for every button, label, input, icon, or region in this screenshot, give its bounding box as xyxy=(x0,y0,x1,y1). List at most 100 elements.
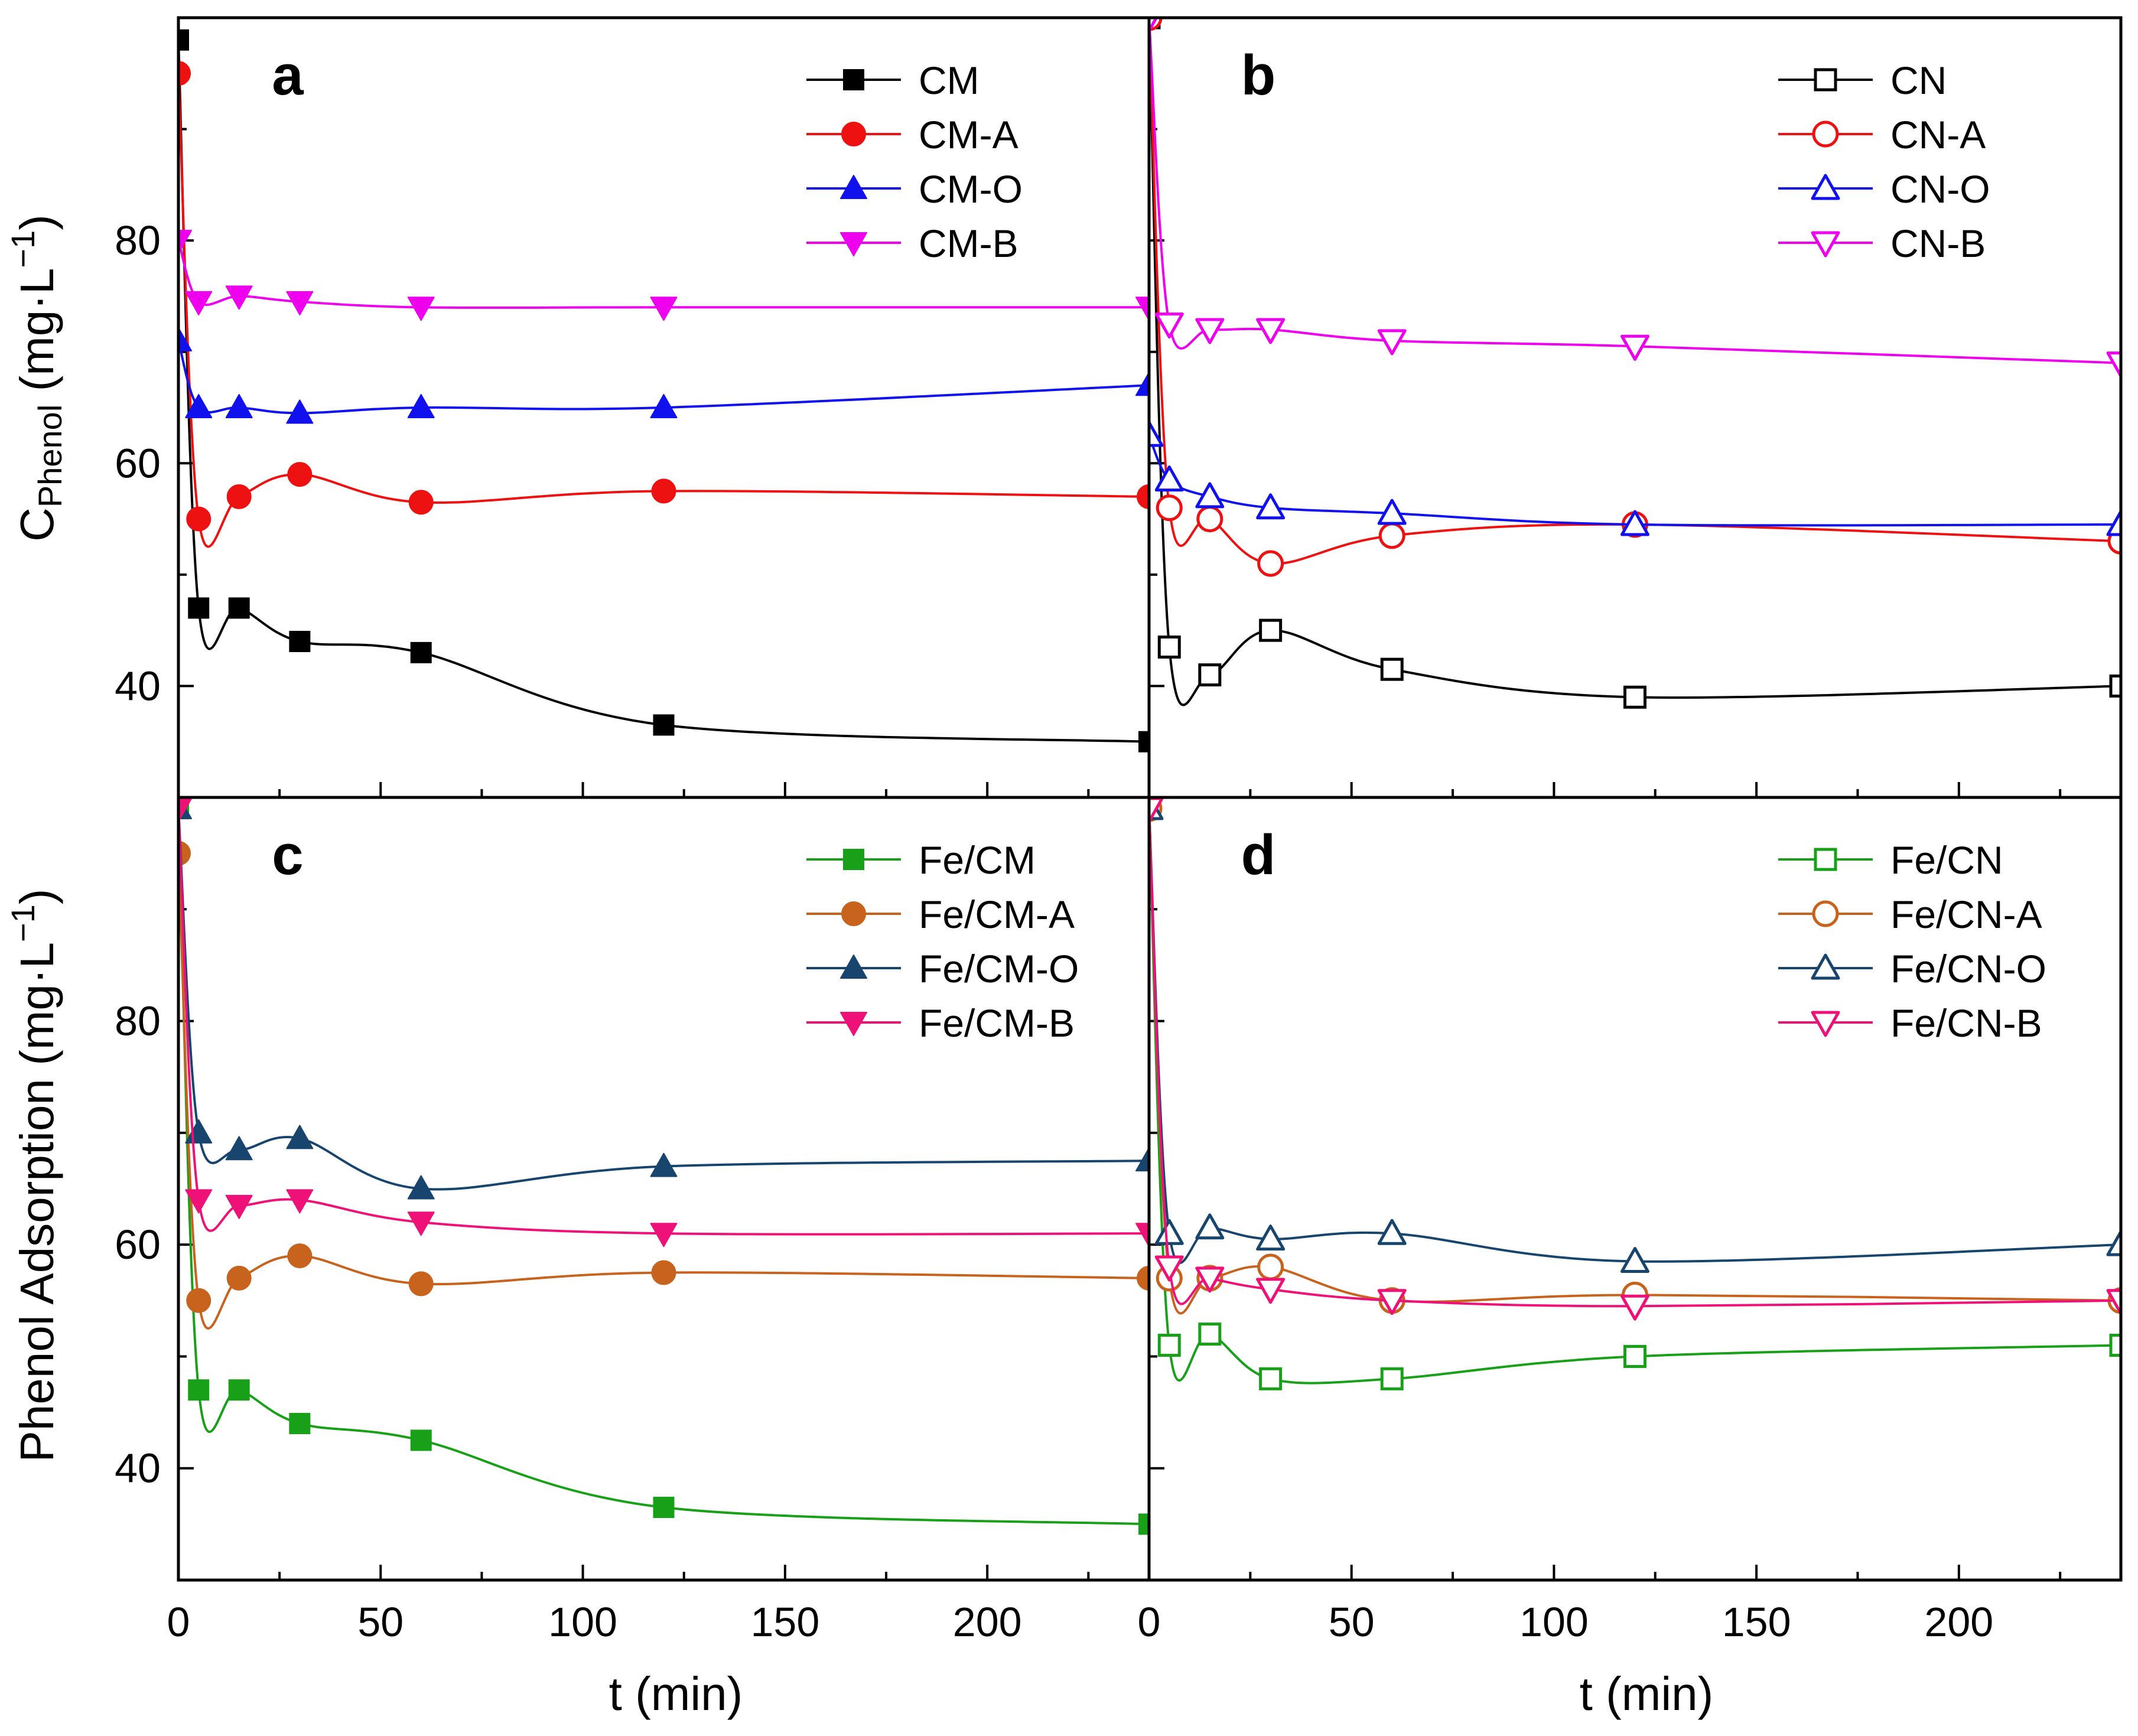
data-point-CM-A xyxy=(226,484,252,509)
legend-marker xyxy=(840,232,867,256)
data-point-CN-A xyxy=(1156,494,1183,522)
data-point-Fe/CN xyxy=(1198,1323,1222,1346)
legend-marker xyxy=(843,69,864,90)
data-point-Fe/CM-B xyxy=(1135,1223,1149,1248)
data-point-Fe/CN-B xyxy=(1256,1278,1286,1304)
data-point-Fe/CM-B xyxy=(178,797,192,822)
y-axis-title-bottom-close: ) xyxy=(11,888,63,904)
legend-item-Fe/CN-O: Fe/CN-O xyxy=(1778,947,2046,991)
x-tick-label: 200 xyxy=(1924,1599,1993,1645)
data-point-Fe/CN-B xyxy=(1154,1255,1184,1282)
data-point-Fe/CM xyxy=(228,1379,250,1401)
x-axis-title-right: t (min) xyxy=(1580,1667,1714,1720)
legend-marker xyxy=(1811,953,1840,980)
data-point-CN xyxy=(1198,663,1222,687)
data-point-CN-B xyxy=(1377,329,1407,356)
data-point-CM xyxy=(178,29,189,51)
data-point-Fe/CM xyxy=(410,1429,432,1451)
data-point-CM xyxy=(228,597,250,619)
legend-marker xyxy=(840,955,867,979)
data-point-CN xyxy=(1157,635,1181,659)
y-tick-label: 80 xyxy=(115,217,161,263)
legend-label: CM-A xyxy=(919,113,1018,157)
legend-item-Fe/CN-A: Fe/CN-A xyxy=(1778,893,2042,936)
data-point-Fe/CN xyxy=(1259,1367,1283,1390)
y-axis-title-top: CPhenol (mg·L−1) xyxy=(4,214,69,542)
y-tick-label: 40 xyxy=(115,663,161,709)
x-tick-label: 50 xyxy=(1329,1599,1375,1645)
data-point-CM-A xyxy=(178,61,191,86)
data-point-CN-O xyxy=(1256,493,1286,520)
data-point-Fe/CN xyxy=(1623,1344,1646,1368)
data-point-CM xyxy=(1138,731,1149,753)
plot-area xyxy=(178,797,1149,1535)
plot-area xyxy=(1149,797,2121,1390)
panel-c: 40 60 80 0 50 100 150 200 c Fe/CM Fe/CM-A Fe/CM-O Fe… xyxy=(115,796,1151,1645)
data-point-Fe/CM xyxy=(289,1413,311,1434)
data-point-CN xyxy=(1623,685,1646,709)
data-point-Fe/CM-A xyxy=(287,1243,313,1269)
data-point-CN-O xyxy=(1154,465,1184,492)
legend-label: Fe/CM-O xyxy=(919,947,1079,991)
data-point-CM-B xyxy=(185,291,213,315)
y-tick-label: 40 xyxy=(115,1445,161,1491)
data-point-CN-O xyxy=(1620,510,1649,536)
data-point-CN-B xyxy=(1195,318,1225,344)
data-point-Fe/CM xyxy=(1138,1513,1149,1535)
data-point-CM xyxy=(653,714,675,736)
x-tick-label: 0 xyxy=(167,1599,190,1645)
data-point-CN-A xyxy=(1378,522,1405,549)
data-point-Fe/CM-O xyxy=(1135,1147,1149,1172)
data-point-Fe/CM xyxy=(188,1379,210,1401)
data-point-CM-O xyxy=(178,327,192,351)
data-point-Fe/CM-O xyxy=(185,1119,213,1144)
x-axis-title-left: t (min) xyxy=(609,1667,743,1720)
data-point-CN-O xyxy=(1195,482,1225,509)
panel-letter: b xyxy=(1241,44,1276,107)
x-tick-label: 200 xyxy=(953,1599,1022,1645)
data-point-Fe/CN-O xyxy=(1620,1247,1649,1273)
panel-letter: c xyxy=(272,823,303,887)
data-point-Fe/CM-O xyxy=(286,1125,314,1149)
data-point-Fe/CN-B xyxy=(1149,797,1164,823)
data-point-CN-B xyxy=(1256,318,1286,344)
data-point-CM-B xyxy=(407,297,435,321)
legend-item-CN: CN xyxy=(1778,58,1947,102)
legend-label: Fe/CM xyxy=(919,838,1036,882)
legend-item-Fe/CN-B: Fe/CN-B xyxy=(1778,1001,2042,1045)
data-point-CN xyxy=(1380,657,1404,681)
data-point-Fe/CN xyxy=(1157,1334,1181,1357)
data-point-Fe/CN-O xyxy=(1377,1219,1407,1245)
data-point-Fe/CN-B xyxy=(1377,1289,1407,1315)
y-axis-title-top-unit: (mg·L xyxy=(11,268,63,405)
data-point-Fe/CN-O xyxy=(1154,1219,1184,1245)
panel-letter: d xyxy=(1241,823,1276,887)
legend-marker xyxy=(1811,1011,1840,1037)
data-point-Fe/CN-B xyxy=(1195,1266,1225,1293)
data-point-Fe/CM-A xyxy=(226,1265,252,1291)
y-axis-title-top-main: C xyxy=(11,507,63,542)
data-point-Fe/CM-B xyxy=(185,1189,213,1214)
data-point-CN xyxy=(2109,674,2121,698)
data-point-Fe/CN xyxy=(1380,1367,1404,1390)
data-point-CN-B xyxy=(1154,312,1184,339)
legend-marker xyxy=(843,849,864,870)
data-point-Fe/CM-B xyxy=(286,1189,314,1214)
data-point-CM-O xyxy=(650,394,678,418)
data-point-CN-B xyxy=(1620,334,1649,361)
legend-marker xyxy=(840,1012,867,1036)
data-point-Fe/CM-A xyxy=(186,1288,211,1313)
y-axis-title-bottom: Phenol Adsorption (mg·L−1) xyxy=(4,888,63,1462)
legend-item-CM-B: CM-B xyxy=(806,222,1018,265)
data-point-Fe/CM-B xyxy=(650,1223,678,1248)
legend-item-CM-A: CM-A xyxy=(806,113,1018,157)
legend-label: CM-B xyxy=(919,222,1018,265)
data-point-CM-B xyxy=(225,285,253,310)
x-tick-label: 150 xyxy=(1722,1599,1791,1645)
data-point-CM xyxy=(289,631,311,652)
data-point-CM-O xyxy=(286,399,314,424)
y-tick-label: 80 xyxy=(115,998,161,1044)
legend-item-Fe/CM-O: Fe/CM-O xyxy=(806,947,1079,991)
data-point-CM-O xyxy=(185,394,213,418)
